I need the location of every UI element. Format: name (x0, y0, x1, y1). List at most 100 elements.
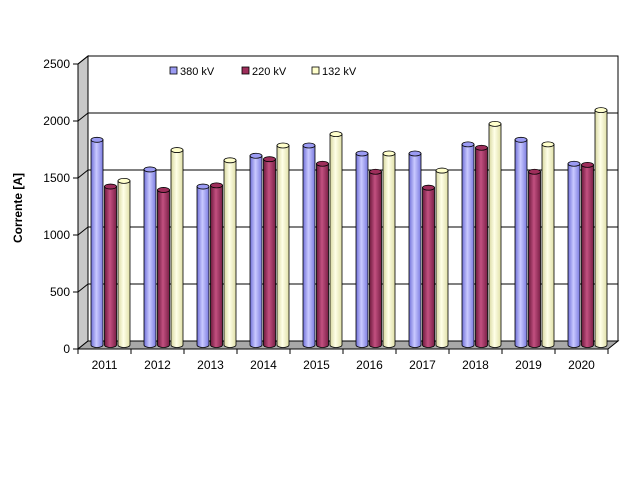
x-tick-label: 2020 (568, 358, 595, 372)
bar-body (514, 139, 528, 348)
bar-body (143, 169, 157, 348)
bar-body (210, 185, 223, 348)
bar-cap (528, 168, 541, 175)
bar (382, 150, 396, 348)
bar (170, 147, 184, 348)
bar-body (117, 180, 131, 348)
bar-body (488, 123, 502, 348)
gridline-side (77, 169, 89, 179)
x-axis: 2011 2012 2013 2014 2015 2016 2017 2018 2019 2020 (77, 348, 609, 372)
gridline-side (77, 226, 89, 236)
bar (581, 161, 594, 348)
bar-cap (276, 142, 290, 149)
bar-body (302, 145, 316, 348)
x-tick-label: 2013 (197, 358, 224, 372)
x-tick-label: 2014 (250, 358, 277, 372)
bar-cap (117, 177, 131, 184)
side-wall (77, 54, 89, 351)
legend-label: 380 kV (180, 66, 215, 78)
bar-cap (355, 150, 369, 157)
legend: 380 kV 220 kV 132 kV (169, 66, 357, 78)
bar (157, 187, 170, 348)
bar (355, 150, 369, 348)
bar-cap (302, 142, 316, 149)
legend-swatch (311, 66, 320, 75)
bar-body (223, 159, 237, 348)
bar-body (408, 153, 422, 348)
bar (475, 144, 488, 348)
bar (408, 150, 422, 348)
legend-item: 220 kV (241, 66, 287, 78)
bar-body (263, 158, 276, 348)
bar-cap (594, 107, 608, 114)
bar-cap (263, 156, 276, 163)
y-axis-title: Corrente [A] (11, 173, 25, 243)
bar-cap (249, 152, 263, 159)
legend-label: 220 kV (252, 66, 287, 78)
bar-cap (514, 136, 528, 143)
bar-cap (170, 147, 184, 153)
bar-cap (541, 141, 555, 148)
gridline-side (77, 55, 89, 65)
bar-cap (329, 131, 343, 138)
bar (143, 166, 157, 348)
y-tick-label: 0 (63, 342, 70, 356)
bar-body (567, 163, 581, 348)
bar (276, 142, 290, 348)
bar-cap (210, 182, 223, 189)
x-tick-label: 2015 (303, 358, 330, 372)
legend-swatch (241, 66, 250, 75)
bar-body (435, 170, 449, 348)
bar-cap (461, 141, 475, 148)
gridline-side (77, 283, 89, 293)
x-tick-label: 2011 (92, 358, 118, 372)
bar (302, 142, 316, 348)
bar-body (196, 186, 210, 348)
bar-cap (567, 160, 581, 167)
gridline-side (77, 112, 89, 122)
y-tick-label: 2000 (43, 114, 70, 128)
y-tick-label: 500 (50, 285, 70, 299)
bar-cap (316, 160, 329, 167)
bar (263, 156, 276, 348)
bar (210, 182, 223, 348)
bar-body (329, 133, 343, 348)
x-tick-label: 2012 (144, 358, 171, 372)
y-tick-label: 2500 (43, 57, 70, 71)
bar-cap (408, 150, 422, 157)
bar-body (422, 187, 435, 348)
bar-body (104, 186, 117, 348)
bar (223, 157, 237, 348)
bar-cap (475, 144, 488, 151)
bar (488, 120, 502, 348)
bar-body (541, 143, 555, 348)
bar-body (249, 155, 263, 348)
bar-body (369, 171, 382, 348)
legend-item: 380 kV (169, 66, 215, 78)
x-tick-label: 2016 (356, 358, 383, 372)
bar-cap (90, 136, 104, 143)
bar-body (528, 171, 541, 348)
bar-body (157, 189, 170, 348)
bar-cap (581, 161, 594, 168)
bar-body (594, 109, 608, 348)
bar-cap (104, 183, 117, 190)
bar-cap (157, 187, 170, 193)
bar (369, 168, 382, 348)
bar (541, 141, 555, 348)
bar-cap (382, 150, 396, 157)
bar-cap (223, 157, 237, 164)
bar (196, 183, 210, 348)
x-tick-label: 2018 (462, 358, 489, 372)
bar (329, 131, 343, 348)
bar-cap (422, 184, 435, 191)
legend-swatch (169, 66, 178, 75)
y-axis: 0 500 1000 1500 2000 2500 (43, 57, 79, 356)
bar (514, 136, 528, 348)
bar (422, 184, 435, 348)
bar (316, 160, 329, 348)
bar-cap (196, 183, 210, 190)
bar-body (475, 147, 488, 348)
bar-body (355, 153, 369, 348)
